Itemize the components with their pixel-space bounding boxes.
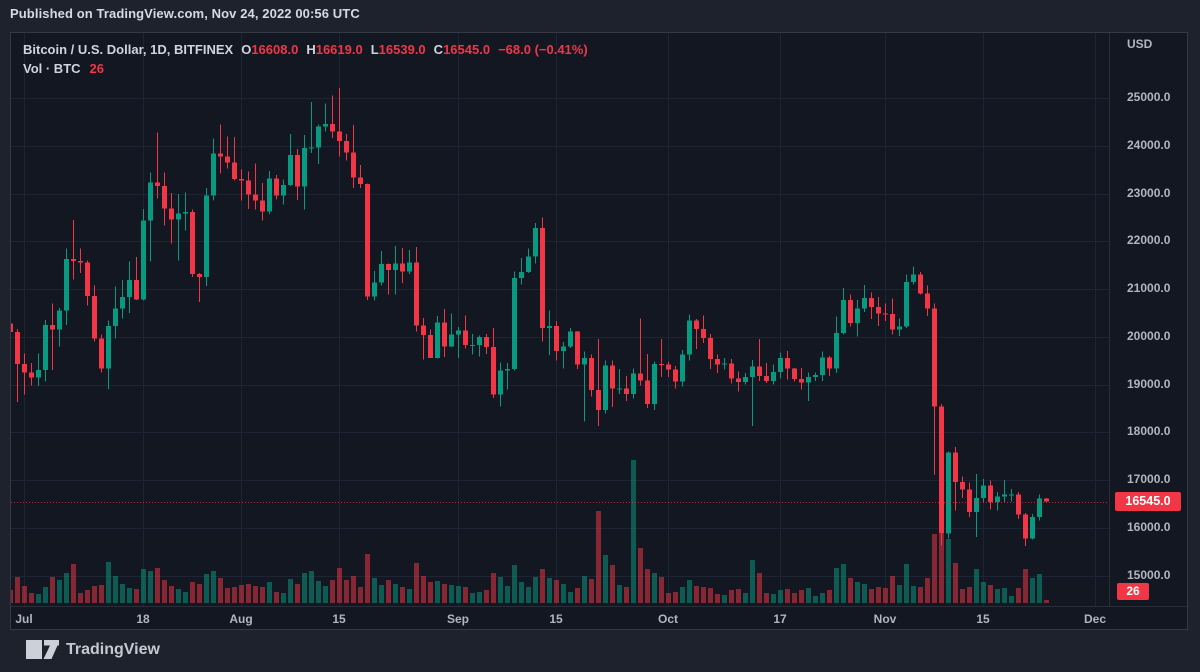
close-readout: C16545.0: [433, 42, 491, 57]
chart-legend: Bitcoin / U.S. Dollar, 1D, BITFINEX O166…: [23, 40, 588, 78]
published-bar: Published on TradingView.com, Nov 24, 20…: [10, 6, 360, 21]
tradingview-logo-icon: [26, 640, 59, 659]
volume-value: 26: [89, 61, 104, 76]
price-axis-currency-label: USD: [1127, 37, 1153, 51]
volume-label: Vol · BTC: [23, 61, 81, 76]
legend-row-volume: Vol · BTC 26: [23, 59, 588, 78]
change-readout: −68.0 (−0.41%): [498, 42, 588, 57]
chart-widget: 25000.0 24000.0 23000.0 22000.0 21000.0 20000…: [10, 32, 1188, 630]
last-price-badge: 16545.0: [1115, 492, 1181, 511]
tradingview-logo[interactable]: TradingView: [26, 640, 160, 660]
volume-badge: 26: [1117, 583, 1149, 600]
tradingview-logo-text: TradingView: [66, 641, 160, 658]
candlestick-chart[interactable]: [11, 33, 1187, 629]
legend-row-symbol: Bitcoin / U.S. Dollar, 1D, BITFINEX O166…: [23, 40, 588, 59]
symbol-title[interactable]: Bitcoin / U.S. Dollar, 1D, BITFINEX: [23, 42, 234, 57]
published-text: Published on TradingView.com, Nov 24, 20…: [10, 6, 360, 21]
open-readout: O16608.0: [241, 42, 299, 57]
low-readout: L16539.0: [370, 42, 426, 57]
high-readout: H16619.0: [306, 42, 363, 57]
